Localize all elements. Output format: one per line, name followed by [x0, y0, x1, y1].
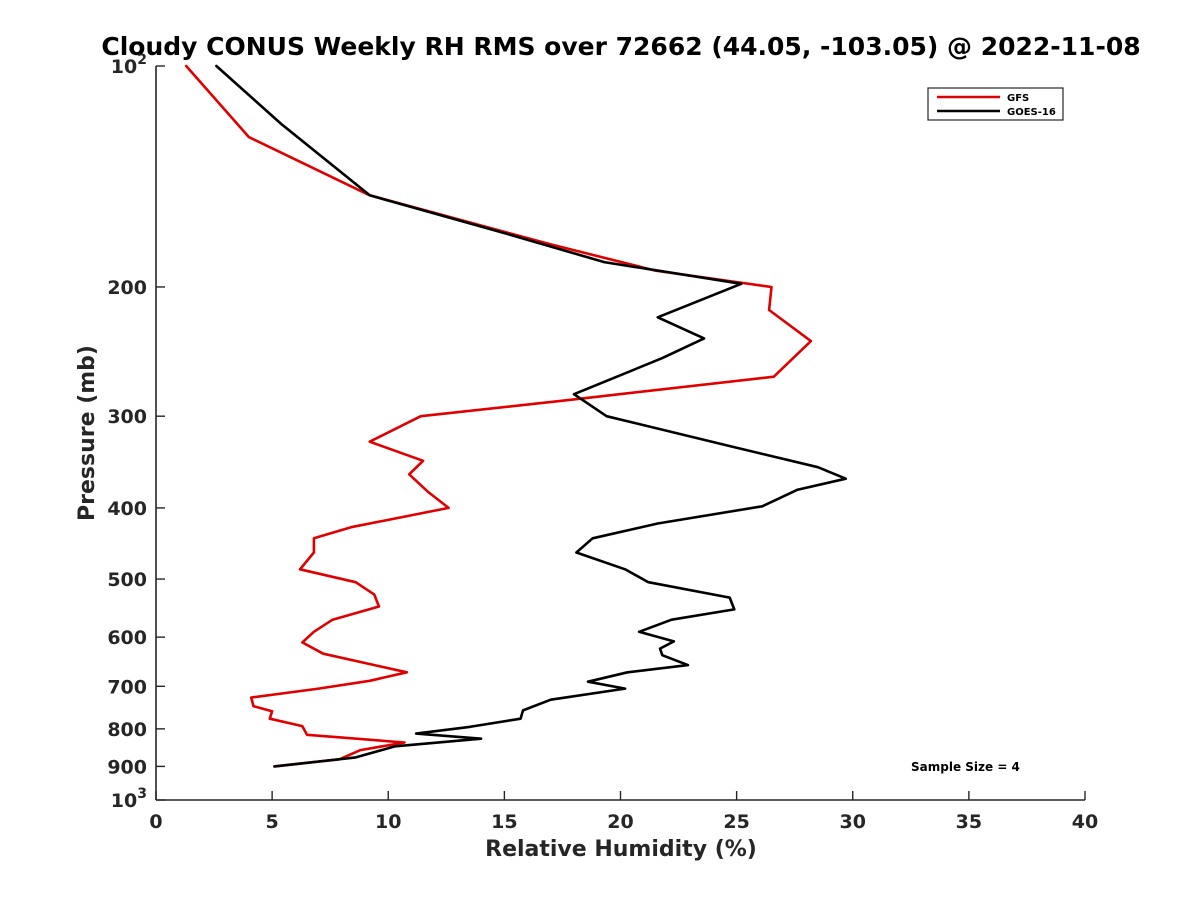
- series-line-goes-16: [215, 64, 848, 768]
- x-tick-label: 10: [375, 811, 401, 833]
- y-tick-label: 700: [107, 676, 147, 698]
- y-tick-exponent: 3: [137, 786, 147, 802]
- y-tick-base: 10: [111, 790, 137, 812]
- x-tick-label: 15: [491, 811, 517, 833]
- sample-size-annotation: Sample Size = 4: [911, 760, 1020, 774]
- legend: GFS GOES-16: [927, 87, 1064, 121]
- x-tick-label: 40: [1072, 811, 1098, 833]
- x-tick-label: 25: [723, 811, 749, 833]
- chart-title: Cloudy CONUS Weekly RH RMS over 72662 (4…: [101, 32, 1140, 61]
- x-ticks: 0 5 10 15 20 25 30 35 40: [149, 791, 1098, 833]
- y-axis-label: Pressure (mb): [75, 345, 100, 521]
- legend-label: GFS: [1007, 93, 1029, 104]
- x-tick-label: 35: [956, 811, 982, 833]
- x-tick-label: 20: [607, 811, 633, 833]
- y-tick-label: 500: [107, 569, 147, 591]
- y-tick-exponent: 2: [137, 52, 147, 68]
- legend-box: [927, 87, 1064, 121]
- y-tick-label: 103: [111, 786, 147, 812]
- y-tick-label: 900: [107, 756, 147, 778]
- x-tick-label: 0: [149, 811, 162, 833]
- y-tick-base: 10: [111, 56, 137, 78]
- x-axis-label: Relative Humidity (%): [485, 837, 757, 862]
- series-line-gfs: [184, 64, 813, 768]
- y-tick-label: 600: [107, 627, 147, 649]
- series-layer: [184, 64, 848, 768]
- y-tick-label: 102: [111, 52, 147, 78]
- y-tick-label: 300: [107, 406, 147, 428]
- y-tick-label: 200: [107, 277, 147, 299]
- x-tick-label: 5: [266, 811, 279, 833]
- legend-label: GOES-16: [1007, 107, 1056, 118]
- y-tick-label: 400: [107, 498, 147, 520]
- x-tick-label: 30: [840, 811, 866, 833]
- y-tick-label: 800: [107, 719, 147, 741]
